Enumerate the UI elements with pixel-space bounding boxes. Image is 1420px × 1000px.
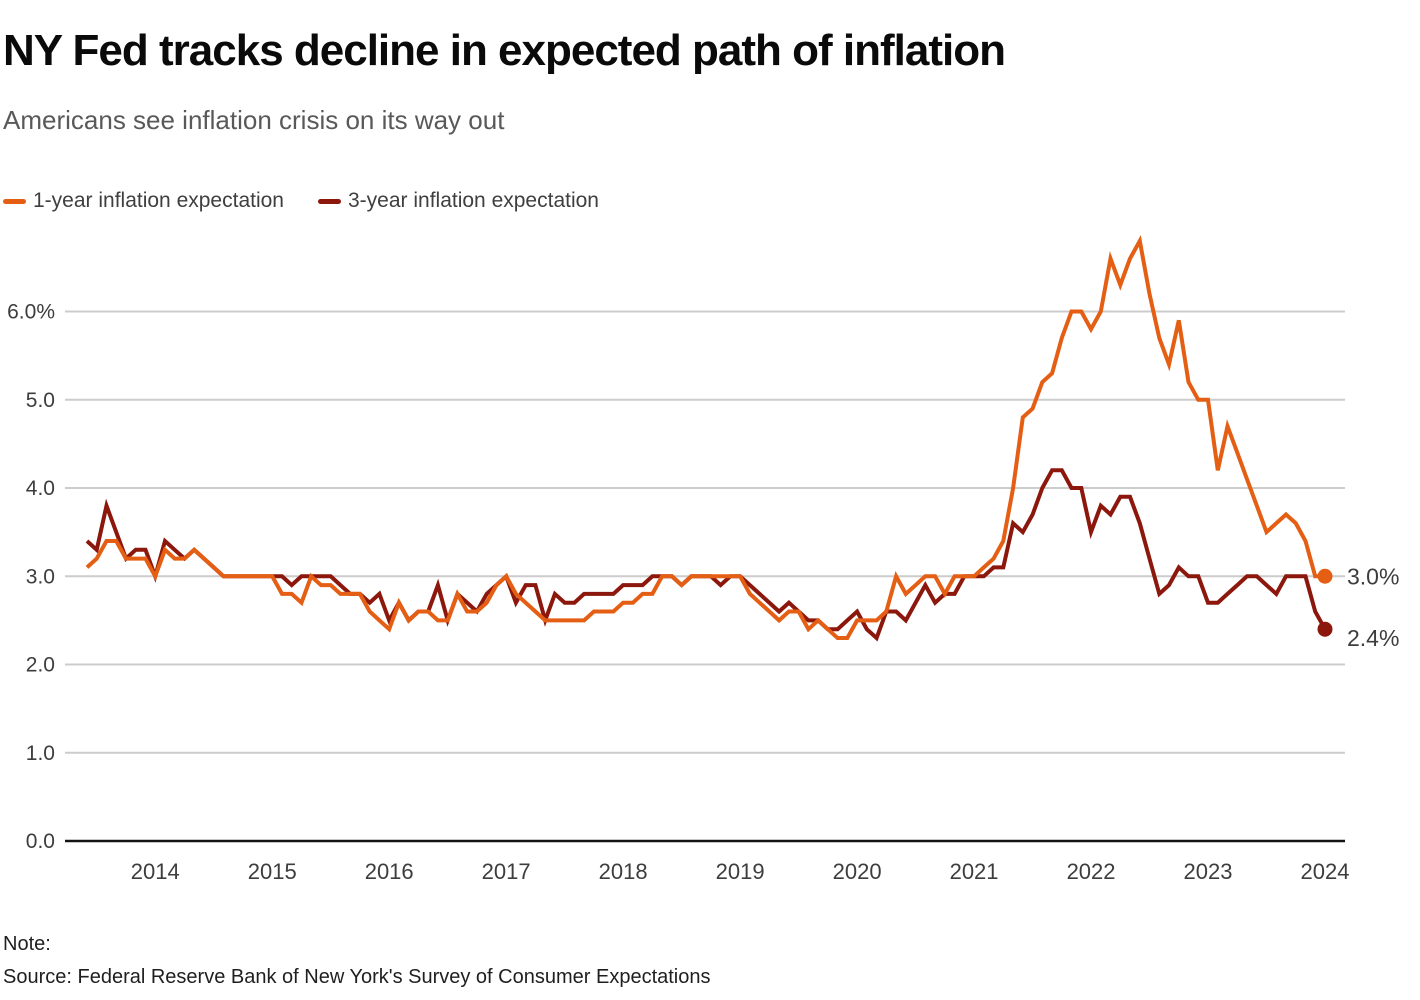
legend-label: 3-year inflation expectation	[348, 189, 599, 212]
x-axis-tick-label: 2016	[365, 859, 414, 884]
x-axis-tick-label: 2023	[1184, 859, 1233, 884]
source-text: Source: Federal Reserve Bank of New York…	[3, 966, 711, 988]
chart-subtitle: Americans see inflation crisis on its wa…	[3, 105, 505, 135]
y-axis-tick-label: 6.0%	[7, 301, 55, 324]
series-line	[85, 235, 1325, 640]
chart-title: NY Fed tracks decline in expected path o…	[3, 26, 1006, 75]
y-axis-tick-label: 1.0	[26, 742, 55, 765]
legend-dash-icon	[318, 198, 341, 204]
y-axis-tick-label: 2.0	[26, 654, 55, 677]
x-axis-tick-label: 2018	[599, 859, 648, 884]
note-label: Note:	[3, 933, 51, 955]
legend-item-3-year: 3-year inflation expectation	[318, 189, 599, 213]
y-axis-tick-label: 3.0	[26, 565, 55, 588]
x-axis-tick-label: 2021	[950, 859, 999, 884]
x-axis-tick-label: 2020	[833, 859, 882, 884]
series-end-label: 3.0%	[1347, 563, 1399, 589]
x-axis-tick-label: 2022	[1067, 859, 1116, 884]
series-line	[85, 468, 1327, 642]
legend-label: 1-year inflation expectation	[33, 189, 284, 212]
y-axis-tick-label: 4.0	[26, 477, 55, 500]
series-end-dot	[1317, 568, 1333, 584]
x-axis-tick-label: 2019	[716, 859, 765, 884]
x-axis-tick-label: 2017	[482, 859, 531, 884]
series-end-dot	[1317, 621, 1333, 637]
y-axis-tick-label: 5.0	[26, 389, 55, 412]
x-axis-tick-label: 2024	[1301, 859, 1350, 884]
legend-item-1-year: 1-year inflation expectation	[3, 189, 284, 213]
x-axis-tick-label: 2015	[248, 859, 297, 884]
series-end-label: 2.4%	[1347, 625, 1399, 651]
y-axis-tick-label: 0.0	[26, 830, 55, 853]
legend: 1-year inflation expectation 3-year infl…	[3, 189, 599, 213]
x-axis-tick-label: 2014	[131, 859, 180, 884]
legend-dash-icon	[3, 198, 26, 204]
